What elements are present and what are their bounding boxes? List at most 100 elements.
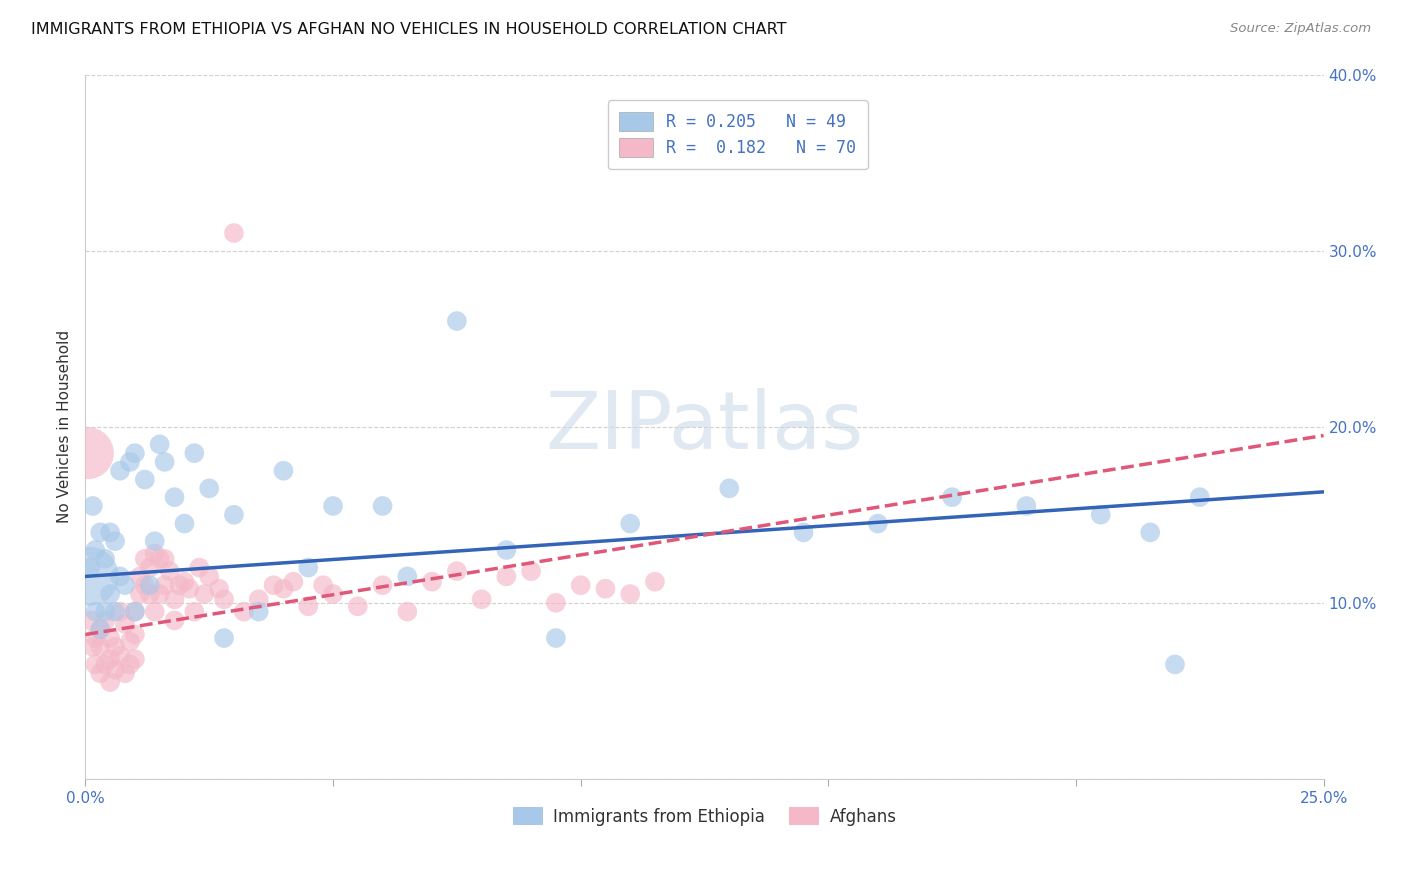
Point [114,616,136,631]
Point [124,446,146,460]
Point [163,592,186,607]
Point [1164,657,1187,672]
Point [104,663,127,677]
Point [143,534,166,549]
Point [619,587,641,601]
Point [79,569,101,583]
Point [520,564,543,578]
Point [495,569,517,583]
Point [124,605,146,619]
Point [173,574,195,589]
Point [79,560,101,574]
Point [89,622,111,636]
Point [1090,508,1112,522]
Point [1015,499,1038,513]
Point [118,657,141,672]
Point [446,564,468,578]
Point [149,437,172,451]
Point [82,640,104,654]
Point [273,464,295,478]
Point [89,622,111,636]
Text: IMMIGRANTS FROM ETHIOPIA VS AFGHAN NO VEHICLES IN HOUSEHOLD CORRELATION CHART: IMMIGRANTS FROM ETHIOPIA VS AFGHAN NO VE… [31,22,786,37]
Point [79,614,101,628]
Point [793,525,815,540]
Point [163,490,186,504]
Point [98,631,121,645]
Point [208,582,231,596]
Point [247,605,270,619]
Point [84,631,107,645]
Point [595,582,617,596]
Y-axis label: No Vehicles in Household: No Vehicles in Household [58,330,72,524]
Point [128,569,150,583]
Point [98,652,121,666]
Point [222,226,245,240]
Point [114,666,136,681]
Point [118,455,141,469]
Point [198,481,221,495]
Point [84,543,107,558]
Point [544,596,567,610]
Point [149,587,172,601]
Point [153,455,176,469]
Point [232,605,254,619]
Point [263,578,285,592]
Legend: Immigrants from Ethiopia, Afghans: Immigrants from Ethiopia, Afghans [505,799,904,834]
Point [179,582,201,596]
Point [134,578,156,592]
Point [104,534,127,549]
Point [82,499,104,513]
Point [94,551,117,566]
Point [134,551,156,566]
Point [104,605,127,619]
Point [569,578,592,592]
Point [108,464,131,478]
Point [446,314,468,328]
Point [718,481,741,495]
Point [114,578,136,592]
Point [104,640,127,654]
Point [163,614,186,628]
Point [212,631,235,645]
Point [283,574,305,589]
Point [76,446,98,460]
Point [159,564,181,578]
Text: Source: ZipAtlas.com: Source: ZipAtlas.com [1230,22,1371,36]
Point [108,605,131,619]
Point [139,587,162,601]
Point [222,508,245,522]
Point [124,627,146,641]
Point [139,578,162,592]
Point [153,578,176,592]
Point [143,605,166,619]
Point [94,614,117,628]
Point [396,605,419,619]
Point [866,516,889,531]
Point [322,587,344,601]
Point [495,543,517,558]
Point [134,473,156,487]
Point [247,592,270,607]
Point [198,569,221,583]
Point [94,657,117,672]
Point [128,587,150,601]
Point [644,574,666,589]
Point [941,490,963,504]
Point [89,666,111,681]
Point [371,578,394,592]
Point [346,599,368,614]
Point [108,569,131,583]
Point [297,560,319,574]
Point [143,547,166,561]
Point [98,587,121,601]
Point [322,499,344,513]
Point [188,560,211,574]
Point [1188,490,1211,504]
Point [118,634,141,648]
Point [94,605,117,619]
Point [139,560,162,574]
Point [108,648,131,663]
Point [273,582,295,596]
Point [371,499,394,513]
Point [124,605,146,619]
